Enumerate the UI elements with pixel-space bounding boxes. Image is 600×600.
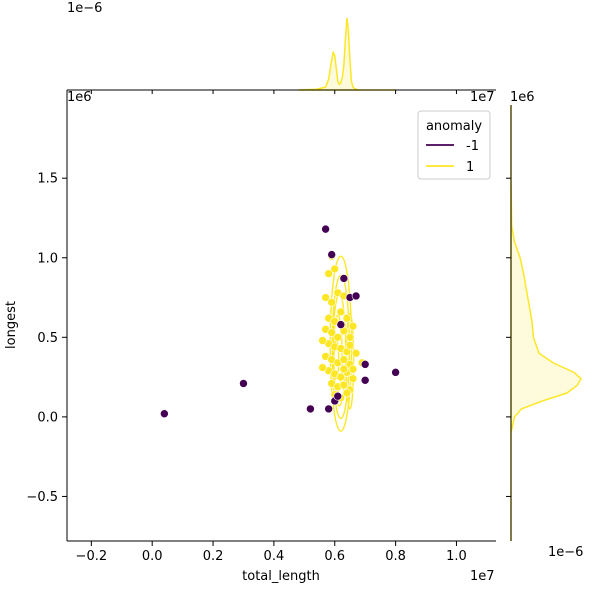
- scatter-point-normal: [318, 336, 327, 345]
- y-tick-label: 1.0: [37, 251, 58, 266]
- scatter-point-normal: [345, 340, 355, 350]
- scatter-point-normal: [348, 364, 358, 374]
- scatter-point-normal: [342, 388, 352, 398]
- scatter-point-anomaly: [321, 224, 330, 234]
- scatter-point-anomaly: [333, 391, 343, 401]
- scatter-point-normal: [348, 321, 358, 331]
- x-tick-label: −0.2: [76, 549, 108, 564]
- y-axis-label: longest: [4, 301, 19, 349]
- scatter-point-normal: [348, 374, 358, 383]
- right-marginal-axes: 1e6 1e−6: [506, 90, 583, 560]
- right-marginal-y-offset-text: 1e6: [510, 90, 535, 105]
- y-tick-label: 0.0: [37, 410, 58, 425]
- top-marginal-axes: 1e−6: [67, 1, 496, 94]
- scatter-point-normal: [318, 363, 327, 372]
- scatter-point-normal: [345, 333, 355, 342]
- scatter-point-normal: [351, 348, 361, 358]
- scatter-point-anomaly: [339, 274, 349, 283]
- legend-title: anomaly: [426, 119, 482, 134]
- scatter-point-anomaly: [306, 404, 315, 414]
- scatter-point-anomaly: [327, 250, 337, 259]
- legend: anomaly -1 1: [417, 110, 491, 180]
- legend-label-pos: 1: [466, 160, 474, 175]
- scatter-point-normal: [336, 372, 346, 382]
- legend-label-neg: -1: [466, 139, 479, 154]
- scatter-point-anomaly: [336, 320, 346, 329]
- scatter-point-normal: [336, 307, 346, 317]
- y-tick-label: 0.5: [37, 331, 58, 346]
- scatter-points: [160, 224, 400, 419]
- scatter-point-normal: [339, 380, 349, 390]
- right-marginal-offset-text: 1e−6: [548, 545, 583, 560]
- top-marginal-offset-text: 1e−6: [67, 1, 102, 16]
- x-offset-text-top: 1e7: [470, 90, 495, 105]
- x-tick-label: 0.6: [324, 549, 345, 564]
- x-tick-label: 0.8: [385, 549, 406, 564]
- y-tick-label: −0.5: [26, 490, 58, 505]
- scatter-point-normal: [321, 293, 330, 302]
- y-offset-text: 1e6: [67, 90, 92, 105]
- scatter-point-normal: [324, 269, 333, 278]
- x-axis-label: total_length: [242, 569, 320, 584]
- scatter-point-anomaly: [360, 375, 370, 385]
- right-marginal-kde-curve: [510, 105, 582, 541]
- scatter-point-anomaly: [324, 404, 333, 414]
- x-tick-label: 0.2: [203, 549, 224, 564]
- x-axis-ticks: −0.2 0.0 0.2 0.4 0.6 0.8 1.0: [76, 541, 467, 564]
- y-axis-ticks: −0.5 0.0 0.5 1.0 1.5: [26, 172, 67, 505]
- scatter-point-anomaly: [351, 291, 361, 301]
- y-tick-label: 1.5: [37, 172, 58, 187]
- scatter-point-normal: [333, 333, 343, 342]
- main-axes: −0.2 0.0 0.2 0.4 0.6 0.8 1.0 −0.50.00.51.01.5 …: [4, 90, 496, 584]
- scatter-point-normal: [327, 328, 337, 337]
- scatter-point-normal: [339, 364, 349, 374]
- x-tick-label: 0.4: [264, 549, 285, 564]
- top-marginal-kde-curve: [298, 17, 396, 91]
- scatter-point-normal: [339, 355, 349, 364]
- scatter-point-anomaly: [391, 368, 400, 377]
- scatter-point-anomaly: [360, 360, 370, 369]
- scatter-point-normal: [330, 264, 340, 274]
- scatter-point-normal: [342, 313, 352, 323]
- scatter-point-normal: [327, 298, 337, 307]
- scatter-point-anomaly: [239, 379, 248, 388]
- x-tick-label: 1.0: [446, 549, 467, 564]
- x-offset-text: 1e7: [470, 569, 495, 584]
- scatter-point-anomaly: [160, 409, 169, 419]
- x-tick-label: 0.0: [142, 549, 163, 564]
